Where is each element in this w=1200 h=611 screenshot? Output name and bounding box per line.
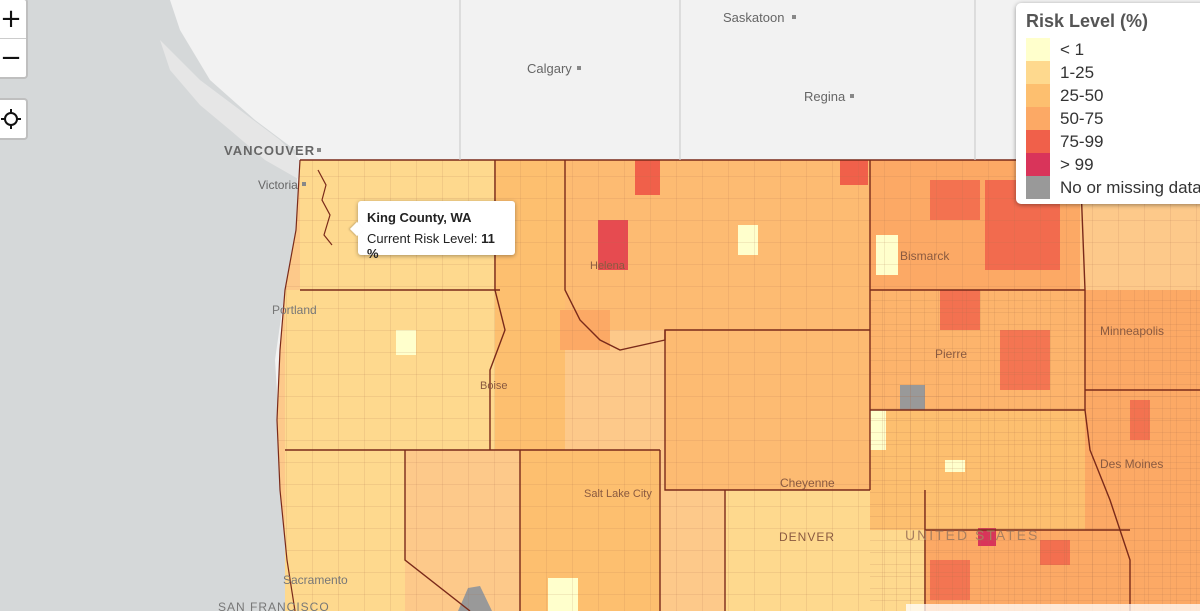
legend-swatch xyxy=(1026,176,1050,199)
label-bismarck: Bismarck xyxy=(900,249,950,263)
legend-swatch xyxy=(1026,153,1050,176)
label-pierre: Pierre xyxy=(935,347,967,361)
legend-label: 75-99 xyxy=(1060,131,1104,151)
legend-label: 50-75 xyxy=(1060,108,1104,128)
label-united-states: UNITED STATES xyxy=(905,527,1039,543)
tooltip-risk-line: Current Risk Level: 11 % xyxy=(367,231,506,261)
legend-label: 25-50 xyxy=(1060,85,1104,105)
legend-label: 1-25 xyxy=(1060,62,1095,82)
puget-sound xyxy=(317,169,333,246)
legend-swatch xyxy=(1026,107,1050,130)
legend: Risk Level (%) < 1 1-25 25-50 50-75 75-99 > 9… xyxy=(1016,3,1200,204)
coastal-islands xyxy=(160,40,310,180)
label-vancouver: VANCOUVER xyxy=(224,143,315,158)
legend-swatch xyxy=(1026,130,1050,153)
legend-item: > 99 xyxy=(1026,153,1200,176)
legend-label: > 99 xyxy=(1060,154,1094,174)
legend-swatch xyxy=(1026,61,1050,84)
province-borders xyxy=(459,0,976,160)
legend-label: No or missing data xyxy=(1060,177,1200,197)
zoom-control: + − xyxy=(0,0,28,79)
tooltip-county-name: King County, WA xyxy=(367,210,472,225)
tooltip-risk-value: 11 % xyxy=(367,231,495,261)
legend-swatch xyxy=(1026,84,1050,107)
crosshair-icon xyxy=(1,109,21,129)
legend-item: 75-99 xyxy=(1026,130,1200,153)
legend-item: < 1 xyxy=(1026,38,1200,61)
label-helena: Helena xyxy=(590,260,626,272)
label-san-francisco: SAN FRANCISCO xyxy=(218,600,330,611)
locate-button[interactable] xyxy=(0,98,28,140)
label-sacramento: Sacramento xyxy=(283,573,348,587)
legend-title: Risk Level (%) xyxy=(1026,11,1149,31)
label-minneapolis: Minneapolis xyxy=(1100,324,1164,338)
label-denver: DENVER xyxy=(779,530,835,544)
tooltip-risk-label: Current Risk Level: xyxy=(367,231,478,246)
state-borders xyxy=(285,159,1200,611)
zoom-in-button[interactable]: + xyxy=(0,4,22,34)
legend-item: 1-25 xyxy=(1026,61,1200,84)
label-calgary: Calgary xyxy=(527,61,572,76)
label-des-moines: Des Moines xyxy=(1100,457,1163,471)
legend-label: < 1 xyxy=(1060,39,1085,59)
county-tooltip: King County, WA Current Risk Level: 11 % xyxy=(358,201,515,261)
label-saskatoon: Saskatoon xyxy=(723,10,784,25)
label-boise: Boise xyxy=(480,380,508,392)
legend-item: 25-50 xyxy=(1026,84,1200,107)
label-cheyenne: Cheyenne xyxy=(780,476,835,490)
label-portland: Portland xyxy=(272,303,317,317)
zoom-out-button[interactable]: − xyxy=(0,38,26,77)
legend-item: 50-75 xyxy=(1026,107,1200,130)
legend-item: No or missing data xyxy=(1026,176,1200,199)
city-markers xyxy=(302,15,854,186)
coastline xyxy=(276,159,301,611)
label-victoria: Victoria xyxy=(258,178,298,192)
label-regina: Regina xyxy=(804,89,846,104)
county-borders-dense xyxy=(870,290,1200,611)
label-salt-lake-city: Salt Lake City xyxy=(584,488,652,500)
legend-swatch xyxy=(1026,38,1050,61)
attribution-bar xyxy=(906,604,1200,611)
